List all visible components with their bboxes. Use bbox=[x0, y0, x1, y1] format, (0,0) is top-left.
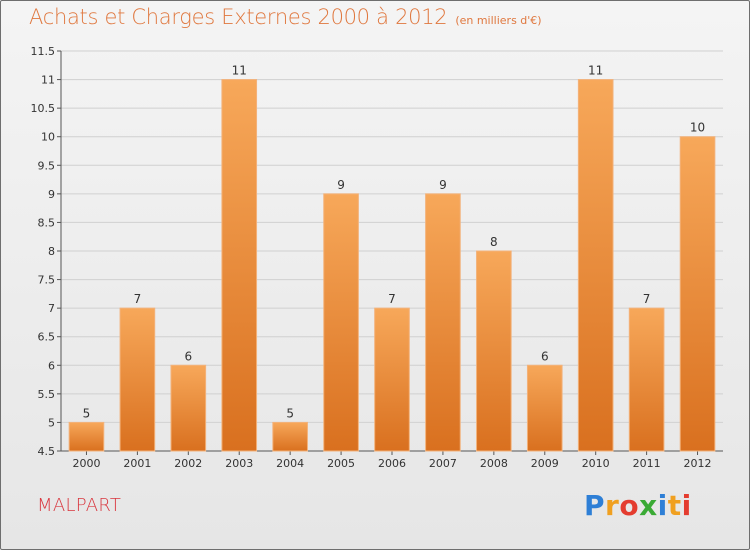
bar-value-label: 9 bbox=[337, 178, 345, 192]
bar-layer bbox=[68, 79, 716, 452]
bar-value-label: 8 bbox=[490, 235, 498, 249]
bar-value-label: 7 bbox=[388, 292, 396, 306]
bar bbox=[323, 193, 359, 452]
bar bbox=[170, 364, 207, 452]
x-tick-label: 2000 bbox=[72, 457, 100, 470]
bar bbox=[628, 307, 665, 452]
chart-title: Achats et Charges Externes 2000 à 2012 bbox=[29, 5, 448, 29]
logo-letter: o bbox=[619, 489, 640, 522]
chart-subtitle: (en milliers d'€) bbox=[455, 14, 542, 27]
y-tick-label: 6 bbox=[48, 359, 55, 372]
y-tick-label: 5 bbox=[48, 416, 55, 429]
x-tick-label: 2007 bbox=[429, 457, 457, 470]
y-tick-label: 9.5 bbox=[38, 159, 56, 172]
bar bbox=[577, 79, 614, 452]
y-tick-label: 11.5 bbox=[31, 45, 56, 58]
logo-letter: i bbox=[657, 489, 668, 522]
x-tick-label: 2008 bbox=[480, 457, 508, 470]
x-tick-label: 2003 bbox=[225, 457, 253, 470]
bar-value-label: 7 bbox=[643, 292, 651, 306]
x-tick-label: 2005 bbox=[327, 457, 355, 470]
bar bbox=[119, 307, 156, 452]
bar bbox=[476, 250, 512, 452]
bar-value-label: 7 bbox=[134, 292, 142, 306]
bar-value-label: 5 bbox=[286, 406, 294, 420]
bar-value-label: 6 bbox=[541, 349, 549, 363]
y-tick-label: 11 bbox=[41, 74, 55, 87]
bar bbox=[374, 307, 410, 452]
label-layer: 5 2000 7 2001 6 2002 11 2003 5 2004 9 2005 7 2006 9 200… bbox=[72, 64, 711, 470]
logo-letter: x bbox=[639, 489, 658, 522]
y-tick-label: 9 bbox=[48, 188, 55, 201]
proxiti-logo[interactable]: Proxiti bbox=[584, 489, 692, 522]
x-tick-label: 2009 bbox=[531, 457, 559, 470]
y-tick-label: 5.5 bbox=[38, 388, 56, 401]
x-tick-label: 2006 bbox=[378, 457, 406, 470]
logo-letter: i bbox=[681, 489, 692, 522]
y-tick-label: 8.5 bbox=[38, 216, 56, 229]
bar-value-label: 6 bbox=[184, 349, 192, 363]
y-tick-label: 10 bbox=[41, 131, 55, 144]
bar bbox=[526, 364, 563, 452]
logo-letter: P bbox=[584, 489, 606, 522]
y-tick-label: 6.5 bbox=[38, 331, 56, 344]
title-row: Achats et Charges Externes 2000 à 2012 (e… bbox=[29, 5, 542, 29]
y-tick-label: 7 bbox=[48, 302, 55, 315]
logo-letter: t bbox=[667, 489, 682, 522]
bar bbox=[221, 79, 258, 452]
y-tick-label: 10.5 bbox=[31, 102, 56, 115]
y-tick-label: 8 bbox=[48, 245, 55, 258]
bar bbox=[68, 421, 105, 452]
y-tick-label: 7.5 bbox=[38, 274, 56, 287]
x-tick-label: 2010 bbox=[582, 457, 610, 470]
bar-value-label: 10 bbox=[690, 121, 705, 135]
x-tick-label: 2011 bbox=[633, 457, 661, 470]
bar bbox=[679, 136, 716, 452]
commune-name: MALPART bbox=[37, 495, 122, 516]
bar-value-label: 5 bbox=[83, 406, 91, 420]
bar-value-label: 11 bbox=[588, 64, 603, 78]
bar bbox=[272, 421, 308, 452]
bar bbox=[425, 193, 461, 452]
bar-value-label: 9 bbox=[439, 178, 447, 192]
logo-letter: r bbox=[605, 489, 620, 522]
axis-layer: 4.5 5 5.5 6 6.5 7 7.5 8 8.5 9 9.5 10 10.5 11 11.5 bbox=[31, 45, 723, 458]
y-tick-label: 4.5 bbox=[38, 445, 56, 458]
x-tick-label: 2012 bbox=[684, 457, 712, 470]
x-tick-label: 2004 bbox=[276, 457, 304, 470]
x-tick-label: 2002 bbox=[174, 457, 202, 470]
bar-value-label: 11 bbox=[232, 64, 247, 78]
x-tick-label: 2001 bbox=[123, 457, 151, 470]
